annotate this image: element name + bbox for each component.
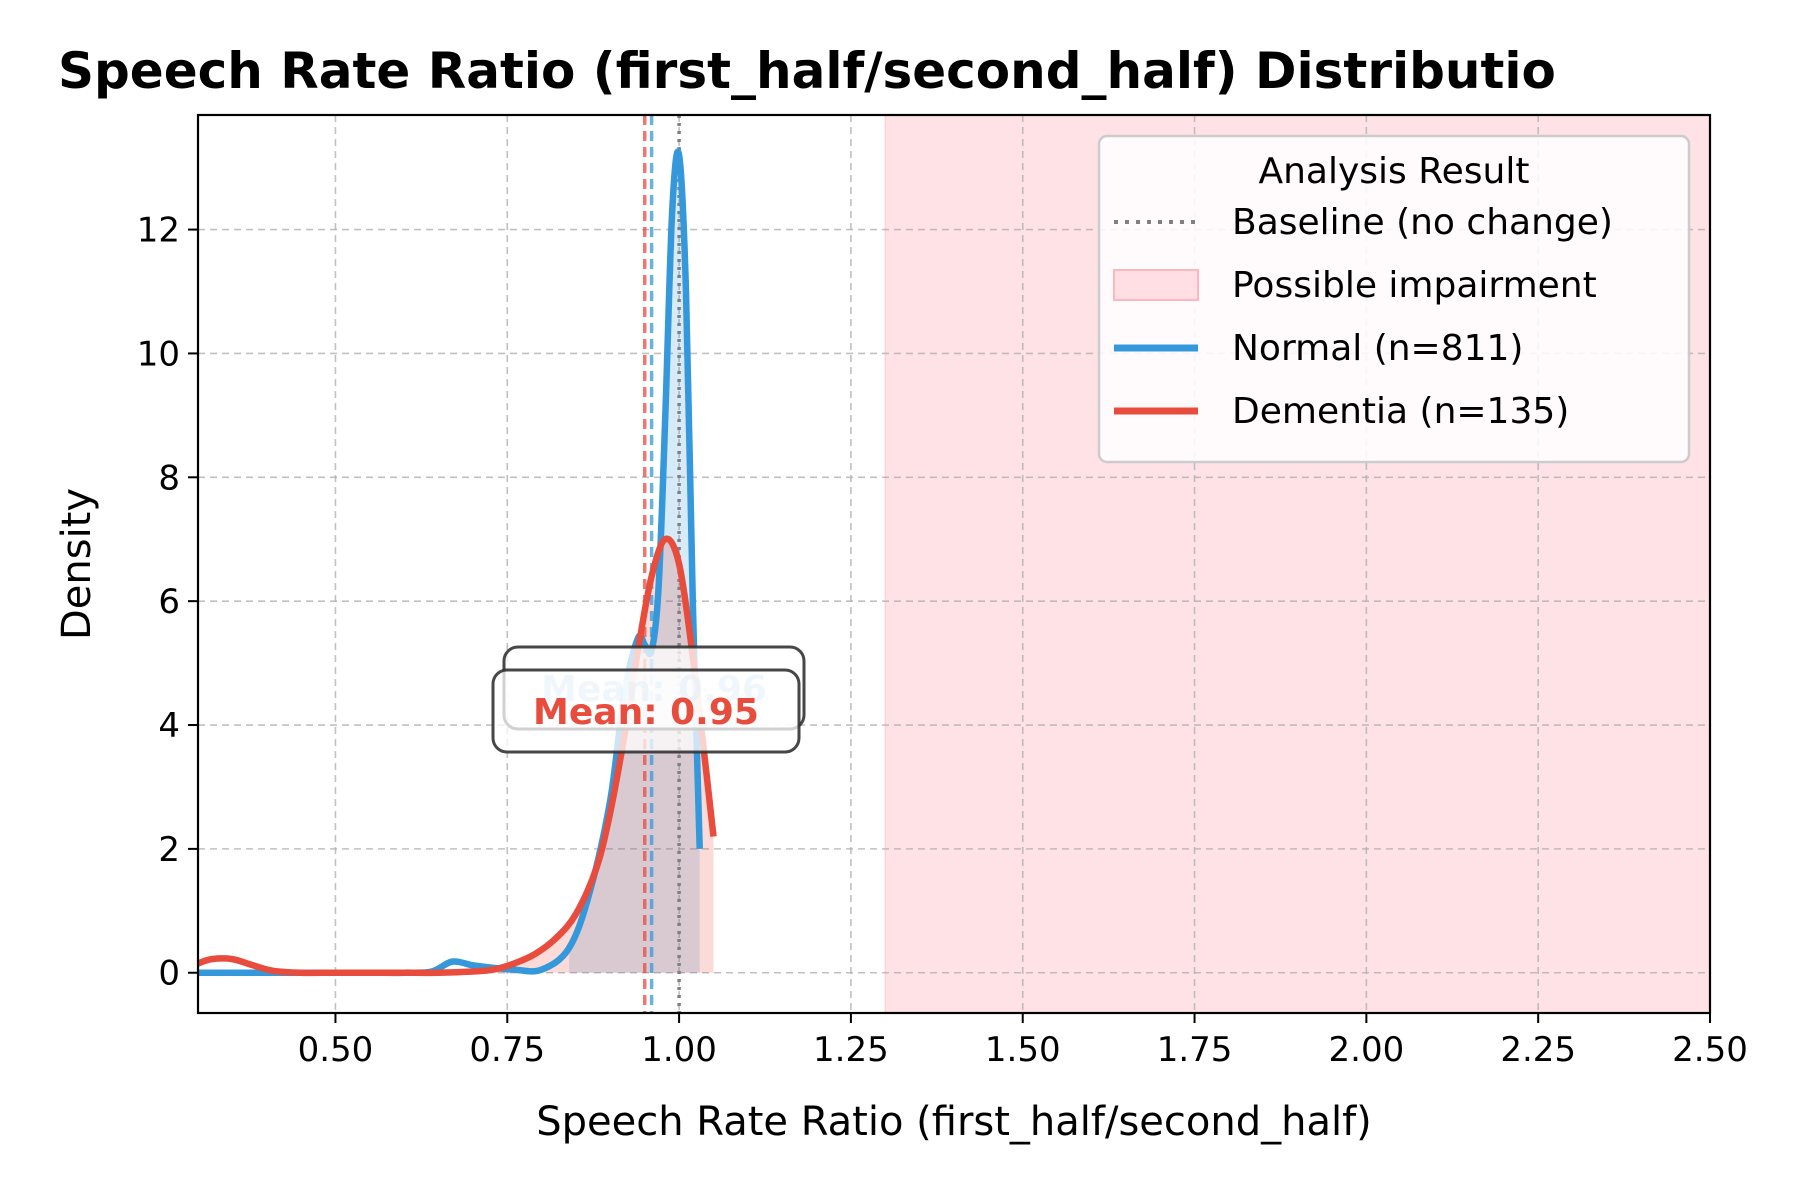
y-tick-label: 8	[158, 458, 180, 498]
y-tick-label: 4	[158, 706, 180, 746]
series-fill-normal-n-811	[569, 151, 700, 973]
legend-label-normal-n-811: Normal (n=811)	[1232, 328, 1523, 369]
x-axis-title: Speech Rate Ratio (first_half/second_hal…	[536, 1099, 1372, 1145]
x-tick-label: 1.75	[1157, 1030, 1233, 1070]
legend-label-dementia-n-135: Dementia (n=135)	[1232, 391, 1569, 432]
mean-label-dementia-n-135: Mean: 0.95	[533, 692, 759, 733]
legend-label-baseline-no-change: Baseline (no change)	[1232, 202, 1613, 243]
x-tick-label: 0.50	[298, 1030, 374, 1070]
x-tick-label: 2.00	[1329, 1030, 1405, 1070]
chart-title: Speech Rate Ratio (first_half/second_hal…	[58, 42, 1556, 100]
plot-frame	[196, 113, 1712, 1015]
legend-label-possible-impairment: Possible impairment	[1232, 265, 1597, 306]
y-tick-label: 6	[158, 582, 180, 622]
y-tick-label: 2	[158, 830, 180, 870]
y-axis-title: Density	[54, 488, 100, 640]
legend: Analysis Result Baseline (no change) Possi…	[1097, 134, 1691, 464]
x-tick-label: 0.75	[469, 1030, 545, 1070]
legend-box	[1097, 134, 1691, 464]
series-line-dementia-n-135	[198, 535, 717, 977]
legend-swatch-impairment	[1113, 269, 1199, 301]
x-tick-label: 1.25	[813, 1030, 889, 1070]
legend-title: Analysis Result	[1258, 151, 1529, 192]
x-tick-label: 2.25	[1500, 1030, 1576, 1070]
plot-area: Mean: 0.96Mean: 0.950.500.751.001.251.50…	[137, 113, 1748, 1070]
y-tick-label: 0	[158, 954, 180, 994]
y-tick-label: 10	[137, 334, 180, 374]
x-tick-label: 1.00	[641, 1030, 717, 1070]
y-tick-label: 12	[137, 211, 180, 251]
x-tick-label: 1.50	[985, 1030, 1061, 1070]
x-tick-label: 2.50	[1672, 1030, 1748, 1070]
mean-label-box-dementia-n-135	[491, 668, 801, 754]
